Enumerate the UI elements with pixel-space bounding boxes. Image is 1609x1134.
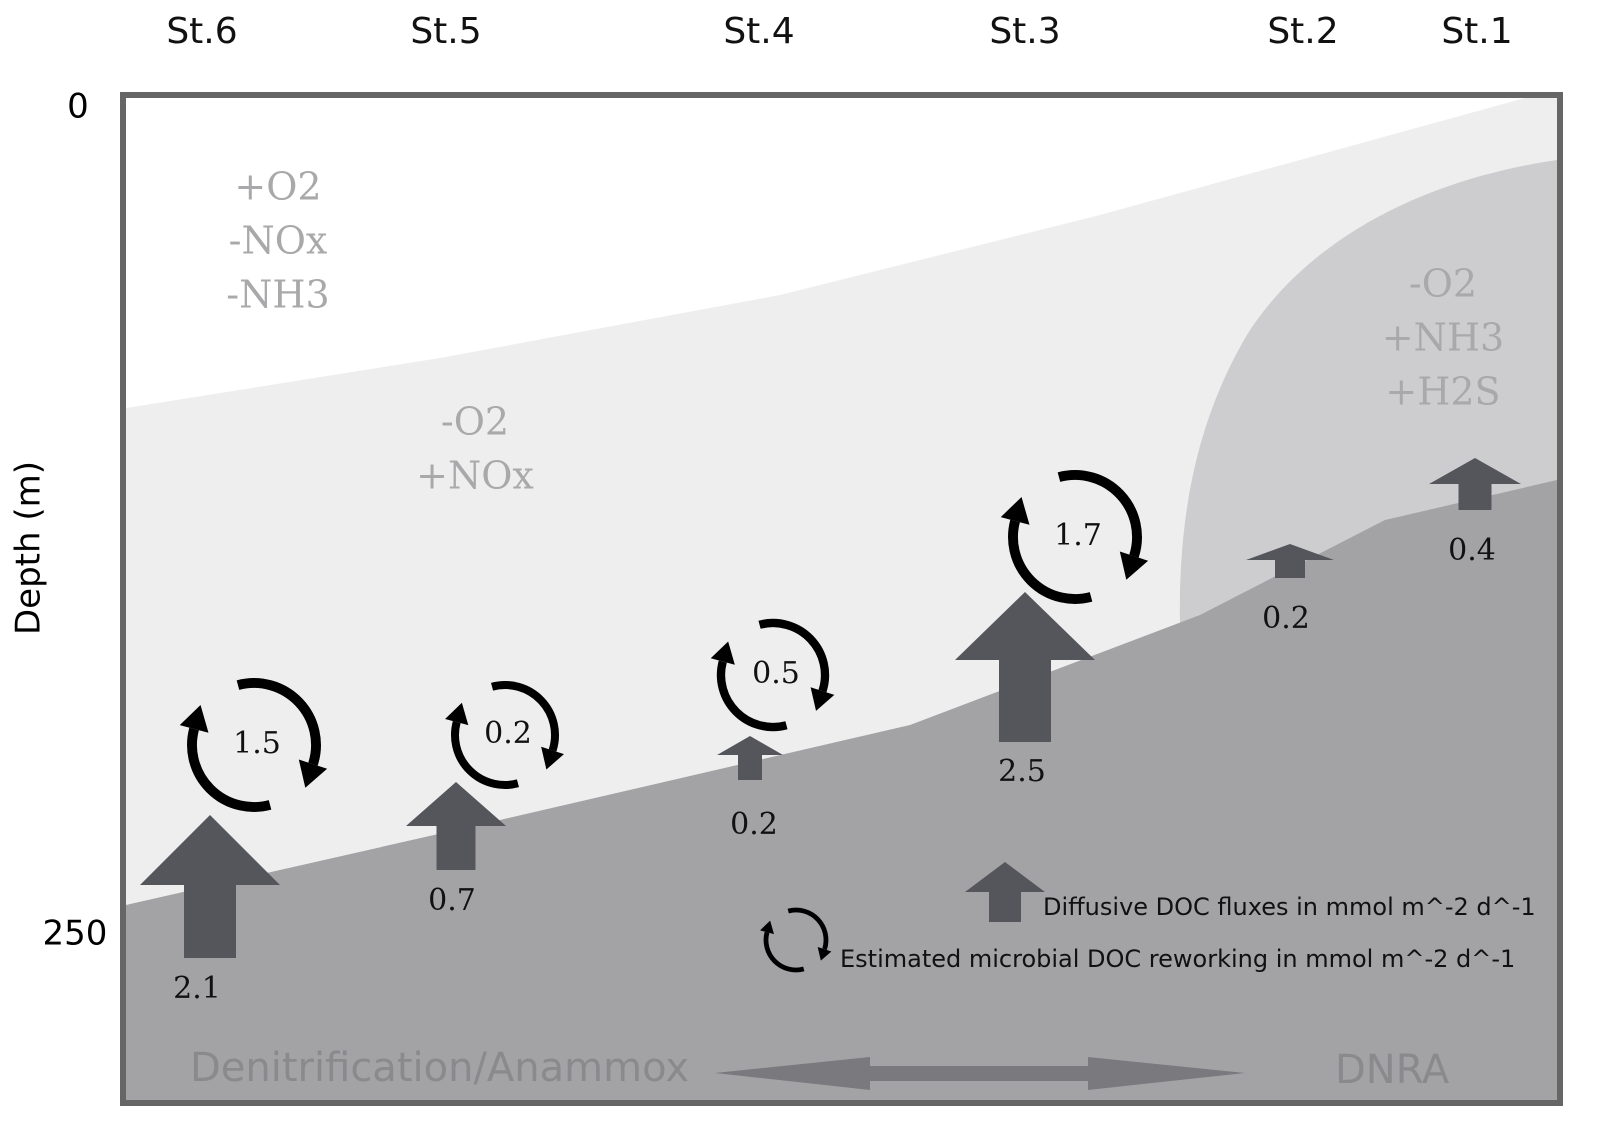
legend-reworking: Estimated microbial DOC reworking in mmo… [840,945,1515,973]
cycle-head [541,746,564,770]
depth-tick: 250 [43,914,108,954]
cycle-arc [1008,519,1093,604]
cycle-head [760,920,774,935]
flux-value: 0.4 [1448,533,1496,568]
process-label: DNRA [1335,1047,1450,1093]
flux-value: 0.2 [1262,601,1310,636]
flux-arrow [406,782,506,870]
cycle-arc [451,721,519,789]
cycle-arc [763,931,805,973]
zone-label: -O2 [441,400,509,444]
zone-label: -NOx [229,219,328,263]
flux-arrow [1429,458,1521,510]
depth-tick: 0 [67,87,89,127]
flux-arrow [955,592,1095,742]
reworking-value: 1.7 [1054,518,1102,553]
zone-label: -O2 [1409,262,1477,306]
process-arrow [715,1057,1245,1090]
cycle-head [1119,551,1149,580]
reworking-icon [1000,470,1149,604]
flux-value: 2.5 [998,754,1046,789]
station-label: St.4 [723,11,794,52]
zone-label: +NH3 [1382,316,1504,360]
cycle-arc [1057,470,1142,558]
cycle-head [710,641,735,665]
reworking-icon [710,618,835,732]
cycle-head [445,702,469,726]
cycle-arc [787,907,829,951]
zone-label: +NOx [416,454,534,498]
cycle-arc [716,660,788,732]
station-label: St.6 [166,11,237,52]
station-label: St.3 [989,11,1060,52]
legend-flux: Diffusive DOC fluxes in mmol m^-2 d^-1 [1043,893,1536,921]
cycle-head [810,687,835,711]
legend-reworking-icon [760,907,832,973]
cycle-head [179,704,209,733]
reworking-value: 1.5 [233,726,281,761]
flux-value: 0.2 [730,807,778,842]
zone-label: +O2 [234,165,321,209]
cycle-arc [187,727,272,812]
zone-label: +H2S [1385,370,1500,414]
cycle-head [1000,496,1030,525]
station-label: St.2 [1267,11,1338,52]
cycle-head [817,947,832,961]
flux-arrow [140,815,280,958]
flux-value: 2.1 [173,971,221,1006]
station-label: St.1 [1441,11,1512,52]
frame [120,92,1563,1106]
zone-label: -NH3 [226,273,329,317]
reworking-value: 0.5 [752,656,800,691]
process-label: Denitrification/Anammox [190,1045,689,1091]
cycle-arc [236,678,321,766]
station-label: St.5 [410,11,481,52]
sediment [126,480,1557,1100]
flux-arrow [717,736,783,780]
flux-arrow [1246,544,1334,578]
reworking-icon [179,678,328,812]
reworking-value: 0.2 [484,716,532,751]
cycle-arc [491,681,559,752]
legend-flux-icon [965,862,1045,922]
flux-value: 0.7 [428,883,476,918]
cycle-arc [758,618,830,693]
reworking-icon [445,681,564,789]
axis-label: Depth (m) [9,461,49,635]
cycle-head [298,759,328,788]
